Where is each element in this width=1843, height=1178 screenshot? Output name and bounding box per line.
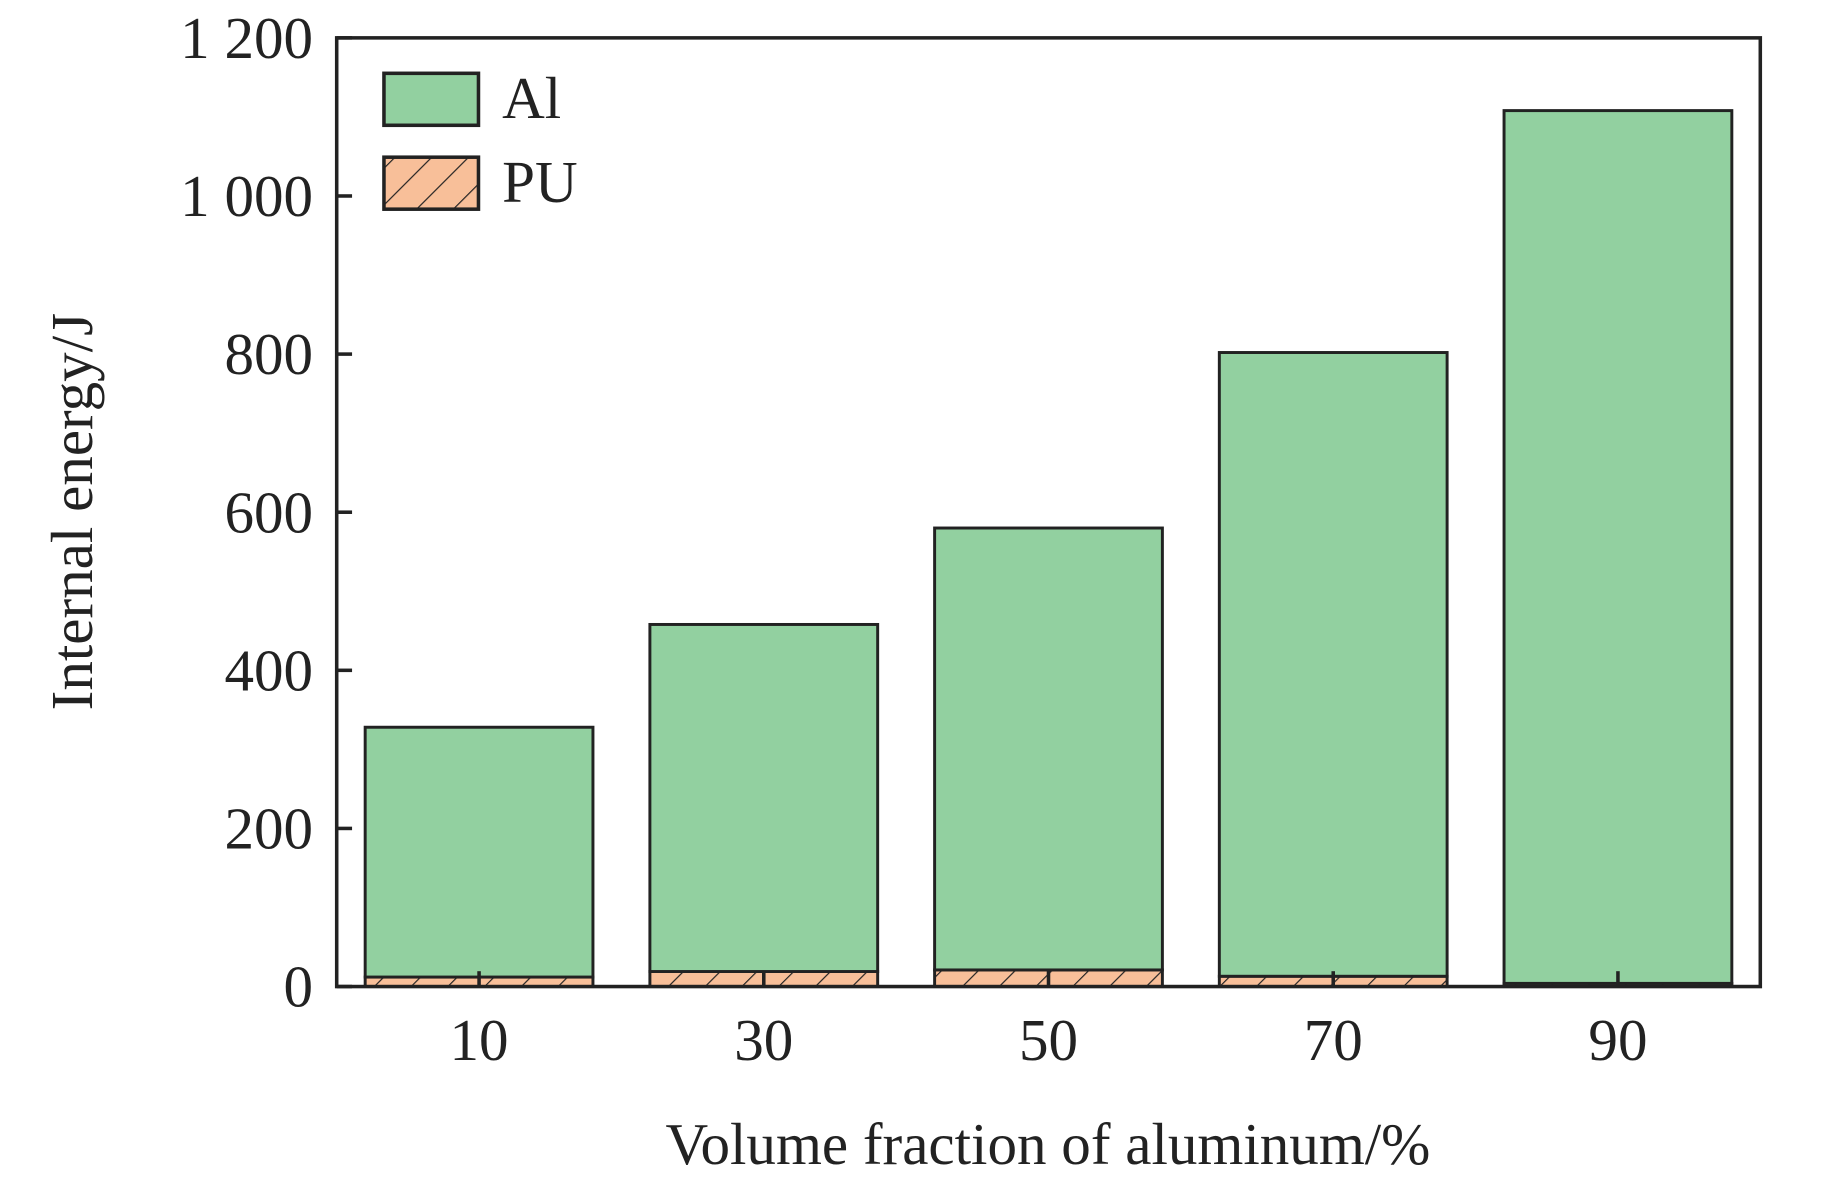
- bar-al-90: [1502, 109, 1734, 985]
- x-tick-label: 70: [1304, 1007, 1363, 1073]
- ticks-group: 10 30 50 70 90 0 200 400 600 800 1 000 1 200: [180, 5, 1647, 1073]
- y-tick-label: 600: [224, 479, 313, 545]
- x-tick-label: 30: [734, 1007, 793, 1073]
- x-axis-label: Volume fraction of aluminum/%: [665, 1111, 1430, 1177]
- y-tick-label: 0: [284, 954, 314, 1020]
- legend-label-pu: PU: [502, 149, 578, 215]
- y-tick-label: 200: [224, 796, 313, 862]
- bar-al-50: [933, 526, 1164, 972]
- y-tick-label: 400: [224, 637, 313, 703]
- y-axis-label: Internal energy/J: [39, 313, 105, 710]
- y-tick-label: 800: [224, 321, 313, 387]
- legend-swatch-al: [382, 71, 481, 128]
- legend: Al PU: [382, 65, 578, 215]
- legend-swatch-pu: [382, 155, 481, 211]
- bar-al-70: [1217, 351, 1449, 978]
- x-tick-label: 50: [1019, 1007, 1078, 1073]
- bars-group: [363, 109, 1734, 989]
- y-tick-label: 1 200: [180, 5, 313, 71]
- y-tick-label: 1 000: [180, 163, 313, 229]
- legend-label-al: Al: [502, 65, 561, 131]
- x-tick-label: 90: [1588, 1007, 1647, 1073]
- bar-al-10: [363, 725, 595, 979]
- bar-al-30: [648, 622, 880, 974]
- x-tick-label: 10: [450, 1007, 509, 1073]
